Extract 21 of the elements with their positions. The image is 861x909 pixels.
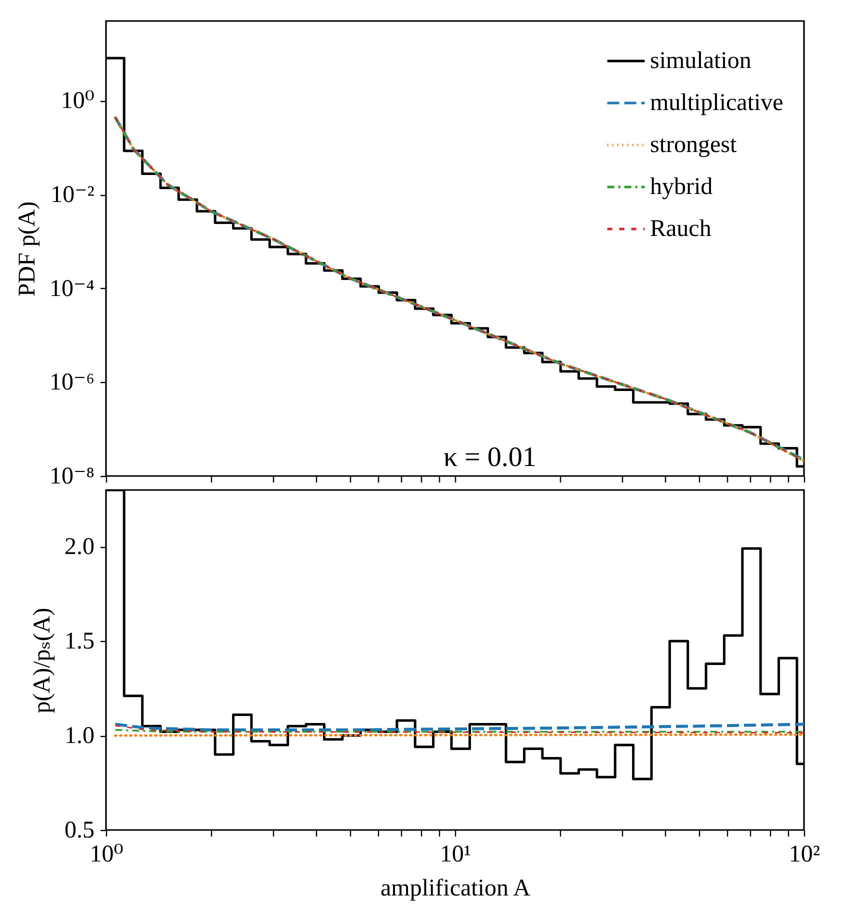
legend-label: hybrid (650, 174, 713, 200)
y-tick-label: 10⁻⁴ (49, 276, 94, 302)
y-tick-label: 0.5 (64, 818, 94, 844)
legend-label: Rauch (650, 216, 712, 242)
legend-label: multiplicative (650, 90, 784, 116)
y-tick-label: 1.0 (64, 723, 94, 750)
y-tick-label: 1.5 (64, 628, 94, 655)
y-tick-label: 10⁻² (50, 182, 94, 208)
y-tick-label: 10⁻⁶ (49, 370, 94, 396)
y-axis-title: PDF p(A) (14, 201, 40, 297)
x-tick-label: 10² (788, 842, 820, 868)
y-tick-label: 2.0 (64, 534, 94, 560)
y-axis-title: p(A)/pₛ(A) (30, 608, 56, 714)
x-tick-label: 10⁰ (90, 842, 124, 868)
y-tick-label: 10⁰ (60, 88, 94, 114)
legend-label: simulation (650, 48, 752, 74)
legend-label: strongest (650, 132, 737, 158)
y-tick-label: 10⁻⁸ (49, 464, 94, 490)
x-tick-label: 10¹ (440, 842, 472, 868)
x-axis-title: amplification A (380, 876, 532, 902)
annotation: κ = 0.01 (443, 442, 536, 473)
